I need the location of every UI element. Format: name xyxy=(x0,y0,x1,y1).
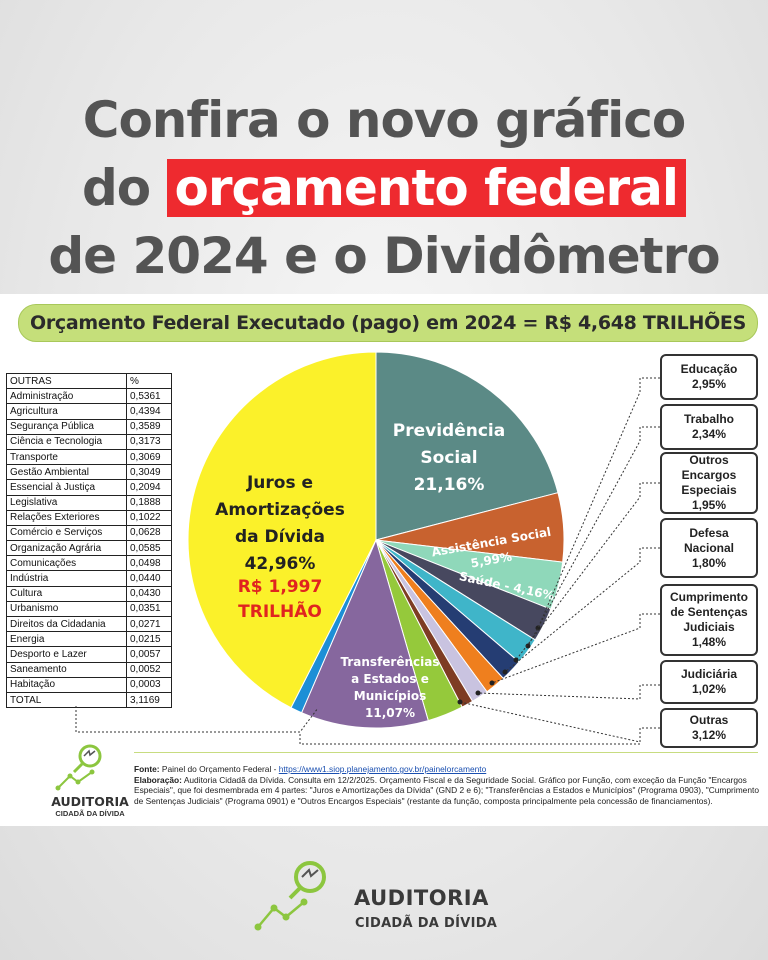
table-row: Urbanismo 0,0351 xyxy=(6,600,172,618)
outras-table: OUTRAS% Administração 0,5361 Agricultura 0,4… xyxy=(6,372,172,709)
connector-outras-box xyxy=(299,732,640,745)
connector-line-2 xyxy=(515,482,660,661)
source-note: Fonte: Painel do Orçamento Federal - htt… xyxy=(134,764,760,806)
side-box-line: 2,34% xyxy=(691,427,727,441)
label-transferencias: Municípios xyxy=(354,689,426,703)
label-transferencias: a Estados e xyxy=(351,672,429,686)
table-row: Ciência e Tecnologia 0,3173 xyxy=(6,433,172,450)
connector-dot-1 xyxy=(525,643,531,649)
headline-line2-pre: do xyxy=(81,159,167,217)
connector-dot-6 xyxy=(457,699,463,705)
side-box-line: Defesa xyxy=(689,525,729,540)
logo-small-line2: CIDADÃ DA DÍVIDA xyxy=(55,809,125,818)
connector-dot-5 xyxy=(475,690,481,696)
connector-line-4 xyxy=(491,613,660,684)
headline: Confira o novo gráfico do orçamento fede… xyxy=(0,86,768,290)
separator-line xyxy=(134,752,758,753)
connector-dot-4 xyxy=(489,680,495,686)
side-box-line: Especiais xyxy=(681,483,737,497)
table-row: Relações Exteriores 0,1022 xyxy=(6,509,172,526)
label-previdencia: Social xyxy=(420,448,477,468)
side-box-line: 2,95% xyxy=(691,377,727,391)
logo-large-line2: CIDADÃ DA DÍVIDA xyxy=(355,916,498,931)
side-box-line: Outras xyxy=(689,713,729,727)
fonte-label: Fonte: xyxy=(134,764,160,774)
table-row: OUTRAS% xyxy=(6,372,172,390)
label-transferencias: 11,07% xyxy=(365,706,415,720)
table-cell-percent: 3,1169 xyxy=(126,691,172,709)
headline-line1: Confira o novo gráfico xyxy=(82,91,686,149)
pie-slice-10 xyxy=(300,538,429,729)
label-juros: Amortizações xyxy=(215,500,345,520)
table-row: Indústria 0,0440 xyxy=(6,570,172,587)
table-row: Gestão Ambiental 0,3049 xyxy=(6,464,172,481)
side-box-line: Judiciais xyxy=(683,620,735,634)
logo-small-line1: AUDITORIA xyxy=(51,794,129,809)
label-previdencia: 21,16% xyxy=(414,475,485,495)
table-cell-percent: 0,0498 xyxy=(126,555,172,572)
connector-line-6 xyxy=(459,701,660,743)
fonte-link[interactable]: https://www1.siop.planejamento.gov.br/pa… xyxy=(278,764,487,774)
chart-title-banner: Orçamento Federal Executado (pago) em 20… xyxy=(18,304,758,342)
connector-line-3 xyxy=(504,547,660,673)
table-row: Comércio e Serviços 0,0628 xyxy=(6,524,172,542)
side-box-line: 3,12% xyxy=(691,728,727,742)
side-box-4: Cumprimento de Sentenças Judiciais 1,48% xyxy=(660,584,758,656)
side-box-line: 1,02% xyxy=(691,682,727,696)
side-box-2: Outros Encargos Especiais 1,95% xyxy=(660,452,758,514)
side-box-line: Educação xyxy=(680,362,738,376)
table-cell-percent: 0,3069 xyxy=(126,448,172,466)
side-box-3: Defesa Nacional 1,80% xyxy=(660,518,758,578)
connector-outras-table xyxy=(75,706,319,733)
table-row: Comunicações 0,0498 xyxy=(6,555,172,572)
side-box-1: Trabalho 2,34% xyxy=(660,404,758,450)
connector-dot-3 xyxy=(502,669,508,675)
headline-line3: de 2024 e o Dividômetro xyxy=(48,227,720,285)
label-juros-valor: TRILHÃO xyxy=(238,599,322,622)
label-transferencias: Transferências xyxy=(341,655,440,669)
magnifier-logo-icon xyxy=(55,744,102,791)
headline-line2: do orçamento federal xyxy=(0,154,768,222)
label-juros-valor: R$ 1,997 xyxy=(238,577,323,597)
side-box-line: Nacional xyxy=(683,540,734,555)
fonte-text: Painel do Orçamento Federal - xyxy=(159,764,279,774)
source-fonte: Fonte: Painel do Orçamento Federal - htt… xyxy=(134,764,760,775)
side-box-line: Cumprimento xyxy=(670,590,748,604)
label-previdencia: Previdência xyxy=(393,421,505,441)
side-box-line: Outros Encargos xyxy=(681,453,737,482)
side-box-6: Outras 3,12% xyxy=(660,708,758,748)
side-box-line: 1,48% xyxy=(691,635,727,649)
table-cell-function: TOTAL xyxy=(6,691,127,709)
side-box-line: 1,80% xyxy=(691,555,727,570)
table-cell-percent: 0,3173 xyxy=(126,433,172,450)
side-box-0: Educação 2,95% xyxy=(660,354,758,400)
headline-highlight: orçamento federal xyxy=(166,159,687,217)
logo-large-line1: AUDITORIA xyxy=(354,886,489,910)
side-box-5: Judiciária 1,02% xyxy=(660,660,758,704)
label-juros: da Dívida xyxy=(235,527,325,547)
pie-slice-0 xyxy=(375,351,559,541)
elab-label: Elaboração: xyxy=(134,774,182,785)
label-juros: 42,96% xyxy=(245,554,316,574)
side-box-line: Trabalho xyxy=(683,412,734,426)
table-row: Energia 0,0215 xyxy=(6,631,172,648)
side-box-line: 1,95% xyxy=(691,498,727,512)
label-juros: Juros e xyxy=(246,473,313,493)
table-row: TOTAL 3,1169 xyxy=(6,691,172,709)
connector-line-5 xyxy=(477,684,660,700)
pie-slice-12 xyxy=(187,351,377,709)
side-box-line: Judiciária xyxy=(680,667,738,681)
elab-text: Auditoria Cidadã da Dívida. Consulta em … xyxy=(134,774,759,806)
connector-line-0 xyxy=(537,377,660,629)
source-elaboracao: Elaboração: Auditoria Cidadã da Dívida. … xyxy=(134,775,760,807)
logo-small: AUDITORIA CIDADÃ DA DÍVIDA xyxy=(40,742,130,822)
connector-line-1 xyxy=(527,426,660,647)
table-row: Habitação 0,0003 xyxy=(6,676,172,693)
side-box-line: de Sentenças xyxy=(670,605,748,619)
connector-dot-2 xyxy=(513,657,519,663)
